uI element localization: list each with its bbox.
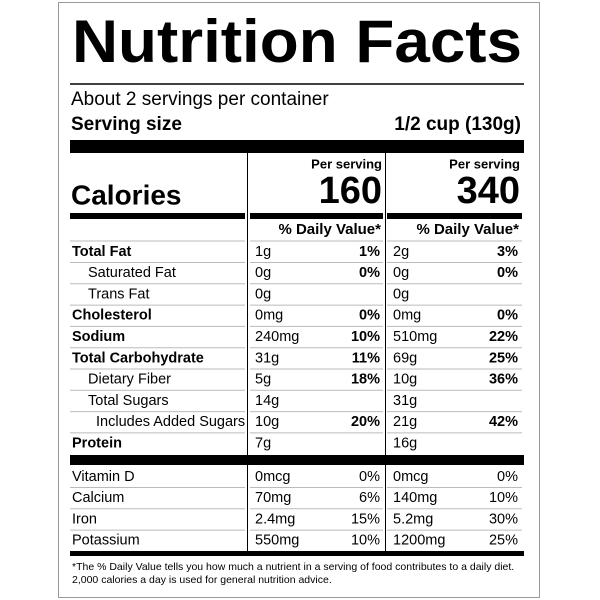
per-serving: Per serving: [311, 156, 382, 171]
amount: 0g: [393, 265, 409, 281]
nutrient-label: Potassium: [72, 533, 140, 549]
daily-value: 11%: [352, 350, 380, 366]
nutrient-label: Iron: [72, 511, 97, 527]
label-border: [58, 2, 540, 598]
amount: 0g: [393, 286, 409, 302]
calories-label: Calories: [71, 179, 182, 210]
thick-bar: [250, 213, 383, 219]
amount: 550mg: [255, 533, 299, 549]
daily-value: 30%: [489, 511, 518, 527]
nutrient-label: Saturated Fat: [88, 265, 176, 281]
thick-bar: [70, 551, 524, 556]
thick-bar: [70, 140, 524, 153]
daily-value: 10%: [489, 490, 518, 506]
daily-value: 25%: [489, 350, 518, 366]
serving-size-value: 1/2 cup (130g): [394, 114, 521, 135]
calories-value: 160: [319, 170, 382, 212]
amount: 510mg: [393, 329, 437, 345]
daily-value: 0%: [359, 308, 380, 324]
daily-value: 25%: [489, 533, 518, 549]
serving-size-label: Serving size: [71, 114, 182, 135]
amount: 16g: [393, 436, 417, 452]
amount: 5g: [255, 372, 271, 388]
amount: 0mg: [393, 308, 421, 324]
nutrient-label: Total Carbohydrate: [72, 350, 204, 366]
nutrient-label: Includes Added Sugars: [96, 414, 245, 430]
amount: 2g: [393, 244, 409, 260]
amount: 31g: [393, 393, 417, 409]
nutrient-label: Total Fat: [72, 244, 132, 260]
nutrient-label: Calcium: [72, 490, 124, 506]
daily-value: 3%: [497, 244, 518, 260]
daily-value: 20%: [351, 414, 380, 430]
daily-value: 22%: [489, 329, 518, 345]
daily-value: 0%: [497, 308, 518, 324]
nutrient-label: Dietary Fiber: [88, 372, 171, 388]
amount: 1200mg: [393, 533, 445, 549]
daily-value: 1%: [359, 244, 380, 260]
footnote: 2,000 calories a day is used for general…: [72, 574, 332, 586]
nutrient-label: Sodium: [72, 329, 125, 345]
amount: 21g: [393, 414, 417, 430]
daily-value: 15%: [351, 511, 380, 527]
thick-bar: [70, 455, 524, 465]
amount: 69g: [393, 350, 417, 366]
nutrient-label: Total Sugars: [88, 393, 169, 409]
thick-bar: [387, 213, 522, 219]
dv-header: % Daily Value*: [416, 221, 519, 238]
title: Nutrition Facts: [72, 8, 522, 75]
daily-value: 36%: [489, 372, 518, 388]
nutrient-label: Vitamin D: [72, 469, 135, 485]
daily-value: 0%: [497, 469, 518, 485]
amount: 2.4mg: [255, 511, 295, 527]
nutrient-label: Protein: [72, 436, 122, 452]
amount: 240mg: [255, 329, 299, 345]
amount: 140mg: [393, 490, 437, 506]
amount: 10g: [255, 414, 279, 430]
daily-value: 0%: [359, 469, 380, 485]
amount: 14g: [255, 393, 279, 409]
amount: 31g: [255, 350, 279, 366]
amount: 10g: [393, 372, 417, 388]
daily-value: 0%: [359, 265, 380, 281]
daily-value: 6%: [359, 490, 380, 506]
daily-value: 42%: [489, 414, 518, 430]
amount: 0g: [255, 286, 271, 302]
thick-bar: [70, 213, 245, 219]
nutrient-label: Trans Fat: [88, 286, 150, 302]
daily-value: 0%: [497, 265, 518, 281]
amount: 7g: [255, 436, 271, 452]
calories-value: 340: [457, 170, 520, 212]
servings: About 2 servings per container: [71, 89, 329, 110]
nutrient-label: Cholesterol: [72, 308, 152, 324]
amount: 1g: [255, 244, 271, 260]
amount: 0mg: [255, 308, 283, 324]
amount: 70mg: [255, 490, 291, 506]
amount: 5.2mg: [393, 511, 433, 527]
daily-value: 10%: [351, 329, 380, 345]
amount: 0mcg: [393, 469, 428, 485]
amount: 0mcg: [255, 469, 290, 485]
amount: 0g: [255, 265, 271, 281]
per-serving: Per serving: [449, 156, 520, 171]
daily-value: 18%: [351, 372, 380, 388]
dv-header: % Daily Value*: [278, 221, 381, 238]
footnote: *The % Daily Value tells you how much a …: [72, 561, 514, 573]
daily-value: 10%: [351, 533, 380, 549]
